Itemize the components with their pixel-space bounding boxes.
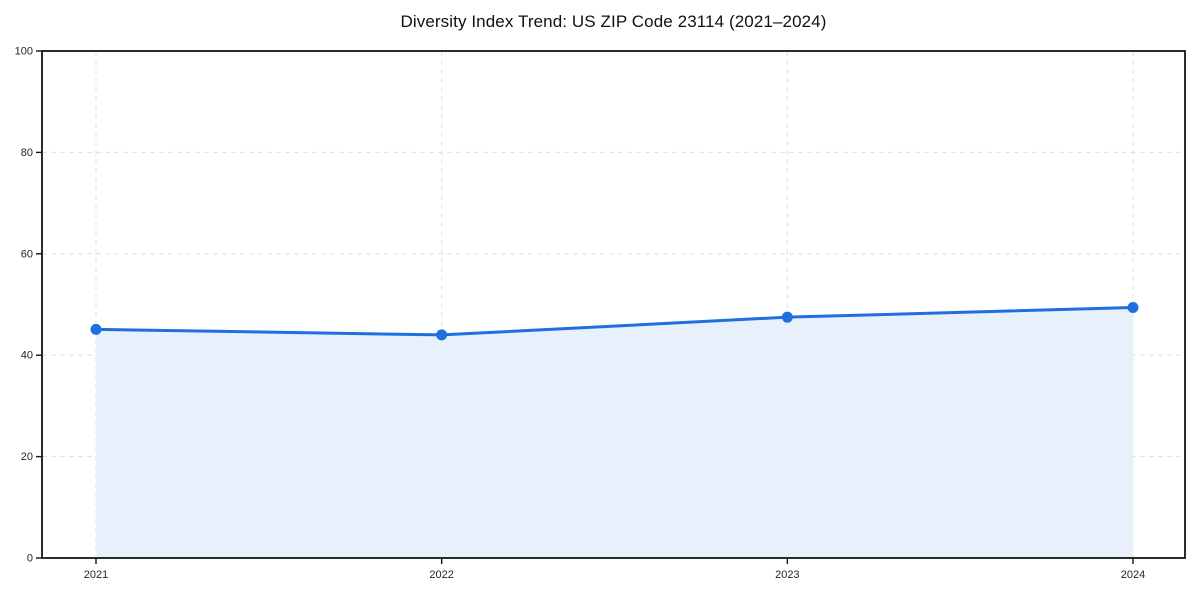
data-point-marker xyxy=(90,323,102,335)
y-tick-label: 60 xyxy=(21,248,33,260)
y-tick-label: 100 xyxy=(15,46,33,58)
y-tick-label: 80 xyxy=(21,147,33,159)
x-tick-label: 2024 xyxy=(1121,569,1145,581)
x-tick-label: 2023 xyxy=(775,569,799,581)
x-tick-label: 2021 xyxy=(84,569,108,581)
data-point-marker xyxy=(781,311,793,323)
x-tick-label: 2022 xyxy=(429,569,453,581)
plot-border xyxy=(41,50,1186,559)
chart-title: Diversity Index Trend: US ZIP Code 23114… xyxy=(400,12,827,31)
data-point-marker xyxy=(1127,302,1139,314)
y-tick-label: 40 xyxy=(21,350,33,362)
trend-line xyxy=(94,306,1135,337)
y-tick-label: 20 xyxy=(21,451,33,463)
data-point-marker xyxy=(436,329,448,341)
area-fill xyxy=(96,307,1133,558)
y-tick-label: 0 xyxy=(27,553,33,565)
